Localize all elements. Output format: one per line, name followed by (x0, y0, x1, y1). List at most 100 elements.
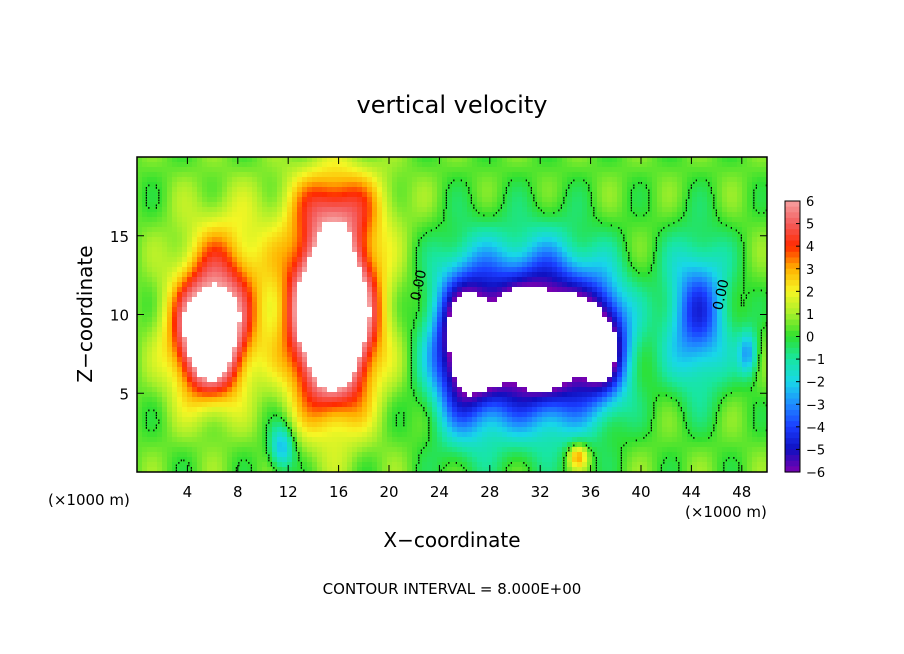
heatmap-cell (507, 267, 513, 273)
heatmap-cell (162, 382, 168, 388)
heatmap-cell (332, 467, 338, 472)
heatmap-cell (442, 272, 448, 278)
heatmap-cell (442, 367, 448, 373)
heatmap-cell (192, 177, 198, 183)
heatmap-cell (392, 292, 398, 298)
heatmap-cell (237, 162, 243, 168)
heatmap-cell (287, 347, 293, 353)
heatmap-cell (442, 207, 448, 213)
heatmap-cell (377, 407, 383, 413)
heatmap-cell (192, 342, 198, 348)
heatmap-cell (517, 407, 523, 413)
heatmap-cell (217, 432, 223, 438)
heatmap-cell (507, 277, 513, 283)
heatmap-cell (502, 237, 508, 243)
heatmap-cell (262, 252, 268, 258)
heatmap-cell (322, 467, 328, 472)
heatmap-cell (407, 327, 413, 333)
heatmap-cell (337, 232, 343, 238)
heatmap-cell (347, 277, 353, 283)
heatmap-cell (387, 417, 393, 423)
heatmap-cell (432, 242, 438, 248)
heatmap-cell (507, 242, 513, 248)
heatmap-cell (137, 172, 143, 178)
heatmap-cell (257, 162, 263, 168)
heatmap-cell (457, 227, 463, 233)
heatmap-cell (257, 257, 263, 263)
heatmap-cell (402, 407, 408, 413)
heatmap-cell (157, 437, 163, 443)
heatmap-cell (252, 382, 258, 388)
heatmap-cell (267, 167, 273, 173)
heatmap-cell (422, 382, 428, 388)
heatmap-cell (477, 317, 483, 323)
heatmap-cell (352, 312, 358, 318)
heatmap-cell (512, 217, 518, 223)
heatmap-cell (317, 362, 323, 368)
heatmap-cell (267, 192, 273, 198)
heatmap-cell (277, 232, 283, 238)
heatmap-cell (437, 362, 443, 368)
heatmap-cell (272, 182, 278, 188)
heatmap-cell (302, 242, 308, 248)
heatmap-cell (407, 302, 413, 308)
heatmap-cell (392, 462, 398, 468)
heatmap-cell (262, 172, 268, 178)
heatmap-cell (137, 452, 143, 458)
heatmap-cell (362, 252, 368, 258)
heatmap-cell (277, 332, 283, 338)
heatmap-cell (172, 217, 178, 223)
heatmap-cell (482, 407, 488, 413)
heatmap-cell (227, 182, 233, 188)
heatmap-cell (332, 377, 338, 383)
heatmap-cell (457, 412, 463, 418)
heatmap-cell (452, 397, 458, 403)
heatmap-cell (467, 392, 473, 398)
heatmap-cell (147, 427, 153, 433)
heatmap-cell (392, 322, 398, 328)
heatmap-cell (327, 447, 333, 453)
heatmap-cell (467, 442, 473, 448)
heatmap-cell (367, 172, 373, 178)
heatmap-cell (507, 372, 513, 378)
heatmap-cell (407, 307, 413, 313)
heatmap-cell (422, 167, 428, 173)
heatmap-cell (442, 297, 448, 303)
heatmap-cell (137, 242, 143, 248)
heatmap-cell (347, 347, 353, 353)
heatmap-cell (312, 242, 318, 248)
heatmap-cell (347, 157, 353, 163)
heatmap-cell (147, 412, 153, 418)
heatmap-cell (437, 367, 443, 373)
heatmap-cell (437, 287, 443, 293)
heatmap-cell (262, 332, 268, 338)
heatmap-cell (452, 157, 458, 163)
heatmap-cell (282, 227, 288, 233)
heatmap-cell (152, 157, 158, 163)
heatmap-cell (447, 407, 453, 413)
heatmap-cell (347, 452, 353, 458)
heatmap-cell (267, 302, 273, 308)
heatmap-cell (357, 377, 363, 383)
heatmap-cell (487, 457, 493, 463)
heatmap-cell (407, 417, 413, 423)
heatmap-cell (467, 262, 473, 268)
heatmap-cell (247, 412, 253, 418)
heatmap-cell (387, 367, 393, 373)
heatmap-cell (182, 347, 188, 353)
heatmap-cell (212, 247, 218, 253)
heatmap-cell (467, 447, 473, 453)
heatmap-cell (502, 352, 508, 358)
heatmap-cell (292, 167, 298, 173)
heatmap-cell (177, 382, 183, 388)
heatmap-cell (152, 197, 158, 203)
heatmap-cell (512, 202, 518, 208)
heatmap-cell (292, 267, 298, 273)
heatmap-cell (197, 407, 203, 413)
heatmap-cell (422, 347, 428, 353)
heatmap-cell (397, 227, 403, 233)
heatmap-cell (157, 187, 163, 193)
heatmap-cell (342, 297, 348, 303)
heatmap-cell (272, 262, 278, 268)
heatmap-cell (177, 207, 183, 213)
